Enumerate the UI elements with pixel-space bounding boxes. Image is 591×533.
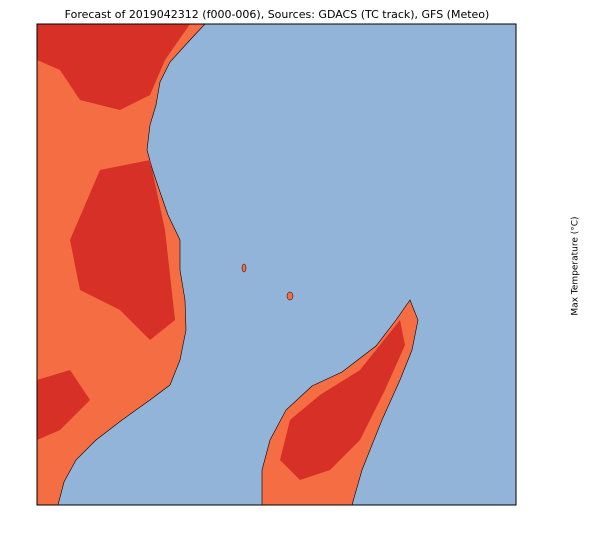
title: Forecast of 2019042312 (f000-006), Sourc… [65, 8, 490, 21]
map-area [37, 24, 516, 505]
map-frame [36, 23, 517, 506]
madagascar-hot [280, 320, 405, 480]
island [241, 263, 247, 273]
island [286, 291, 294, 301]
africa-hot [37, 24, 190, 440]
colorbar-label: Max Temperature (°C) [571, 216, 581, 315]
